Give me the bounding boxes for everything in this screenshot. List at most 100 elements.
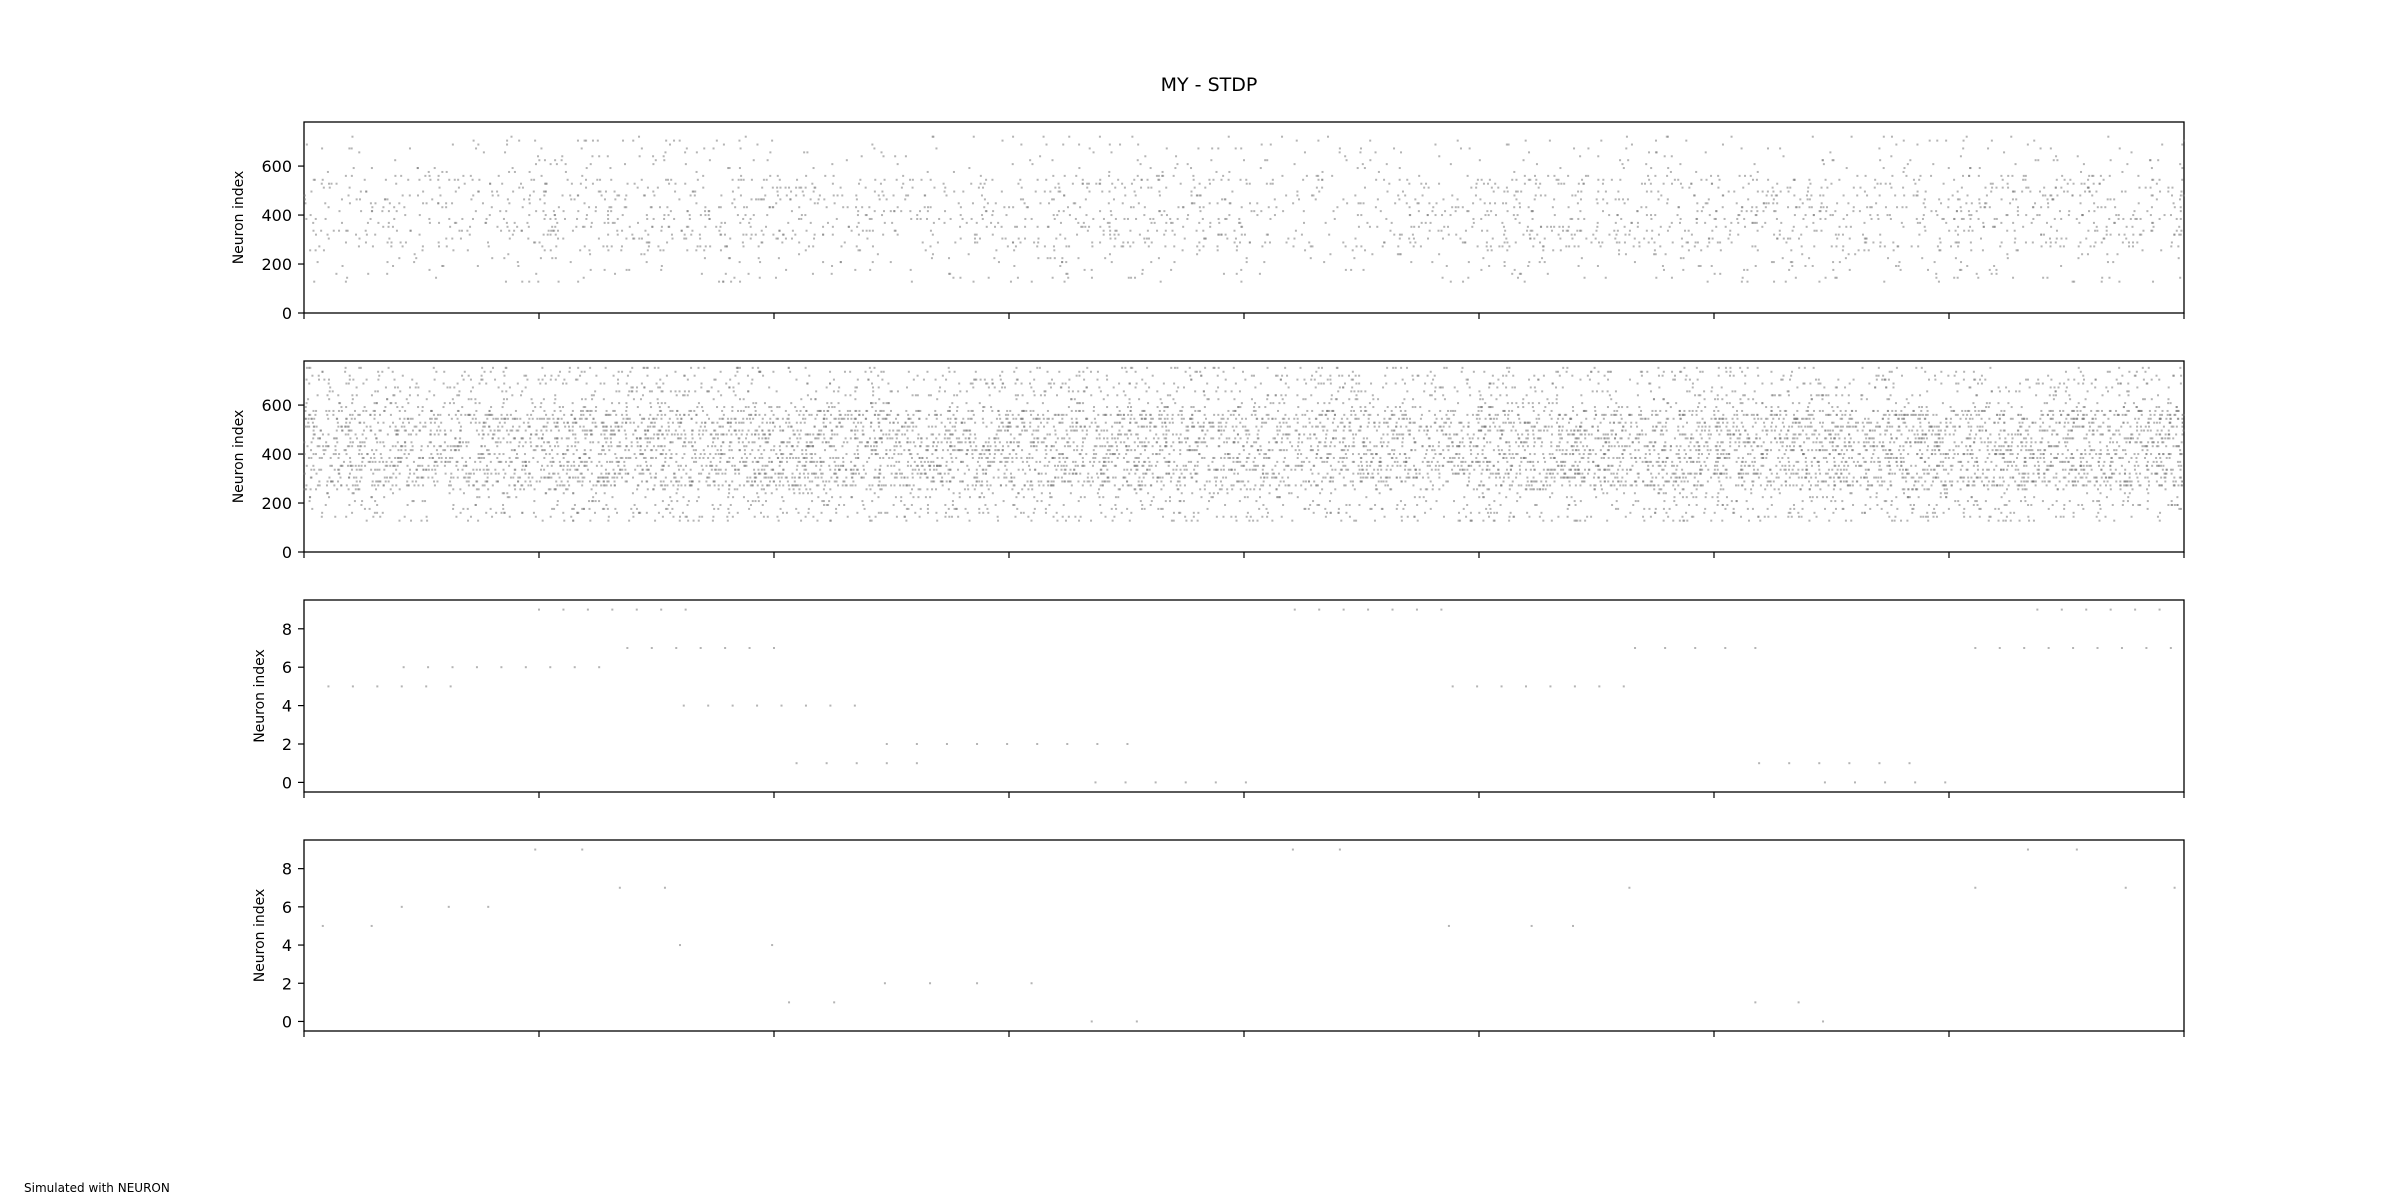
spike-point (1848, 268, 1851, 271)
spike-point (1108, 143, 1111, 146)
spike-point (1190, 194, 1193, 197)
spike-point (2106, 480, 2109, 483)
spike-point (1837, 378, 1840, 381)
spike-point (644, 437, 647, 440)
spike-point (892, 194, 895, 197)
spike-point (1879, 241, 1882, 244)
spike-point (1165, 429, 1168, 432)
spike-point (1480, 480, 1483, 483)
spike-point (528, 170, 531, 173)
spike-point (745, 206, 748, 209)
spike-point (1354, 194, 1357, 197)
spike-point (1231, 190, 1234, 193)
spike-point (550, 476, 553, 479)
spike-point (1543, 409, 1546, 412)
spike-point (554, 233, 557, 236)
spike-point (1687, 472, 1690, 475)
spike-point (332, 229, 335, 232)
spike-point (549, 249, 552, 252)
spike-point (911, 394, 914, 397)
spike-point (2125, 437, 2128, 440)
spike-point (1837, 464, 1840, 467)
spike-point (1715, 417, 1718, 420)
spike-point (1926, 268, 1929, 271)
spike-point (1716, 496, 1719, 499)
spike-point (1083, 378, 1086, 381)
spike-point (1957, 233, 1960, 236)
spike-point (2043, 480, 2046, 483)
spike-point (1822, 194, 1825, 197)
spike-point (1736, 217, 1739, 220)
spike-point (1170, 366, 1173, 369)
spike-point (1792, 433, 1795, 436)
spike-point (698, 233, 701, 236)
spike-point (1979, 206, 1982, 209)
spike-point (604, 190, 607, 193)
spike-point (1696, 421, 1699, 424)
spike-point (1932, 515, 1935, 518)
spike-point (554, 378, 557, 381)
spike-point (502, 217, 505, 220)
spike-point (1472, 433, 1475, 436)
spike-point (1966, 484, 1969, 487)
spike-point (1351, 249, 1354, 252)
spike-point (866, 237, 869, 240)
spike-point (640, 237, 643, 240)
spike-point (1995, 186, 1998, 189)
spike-point (373, 484, 376, 487)
spike-point (1568, 245, 1571, 248)
spike-point (910, 421, 913, 424)
spike-point (1310, 194, 1313, 197)
spike-point (468, 413, 471, 416)
spike-point (1918, 233, 1921, 236)
spike-point (633, 237, 636, 240)
spike-point (359, 441, 362, 444)
spike-point (802, 413, 805, 416)
spike-point (776, 515, 779, 518)
spike-point (364, 229, 367, 232)
spike-point (1756, 229, 1759, 232)
spike-point (1502, 225, 1505, 228)
spike-point (1607, 480, 1610, 483)
spike-point (565, 472, 568, 475)
spike-point (1503, 241, 1506, 244)
spike-point (482, 151, 485, 154)
spike-point (1399, 500, 1402, 503)
spike-point (981, 417, 984, 420)
spike-point (328, 186, 331, 189)
spike-point (1953, 453, 1956, 456)
spike-point (1131, 135, 1134, 138)
spike-point (1842, 217, 1845, 220)
spike-point (736, 214, 739, 217)
spike-point (1916, 441, 1919, 444)
spike-point (336, 441, 339, 444)
spike-point (381, 370, 384, 373)
spike-point (2075, 217, 2078, 220)
spike-point (633, 453, 636, 456)
spike-point (365, 378, 368, 381)
spike-point (1245, 257, 1248, 260)
spike-point (1684, 433, 1687, 436)
spike-point (718, 417, 721, 420)
spike-point (1156, 229, 1159, 232)
spike-point (1271, 178, 1274, 181)
spike-point (1936, 139, 1939, 142)
spike-point (1456, 198, 1459, 201)
spike-point (1654, 139, 1657, 142)
spike-point (928, 413, 931, 416)
spike-point (954, 241, 957, 244)
spike-point (330, 464, 333, 467)
spike-point (586, 409, 589, 412)
spike-point (759, 198, 762, 201)
spike-point (913, 460, 916, 463)
spike-point (748, 221, 751, 224)
spike-point (309, 249, 312, 252)
spike-point (1140, 178, 1143, 181)
spike-point (1265, 456, 1268, 459)
spike-point (454, 190, 457, 193)
spike-point (985, 210, 988, 213)
spike-point (1700, 249, 1703, 252)
spike-point (1111, 433, 1114, 436)
spike-point (2098, 182, 2101, 185)
spike-point (469, 225, 472, 228)
